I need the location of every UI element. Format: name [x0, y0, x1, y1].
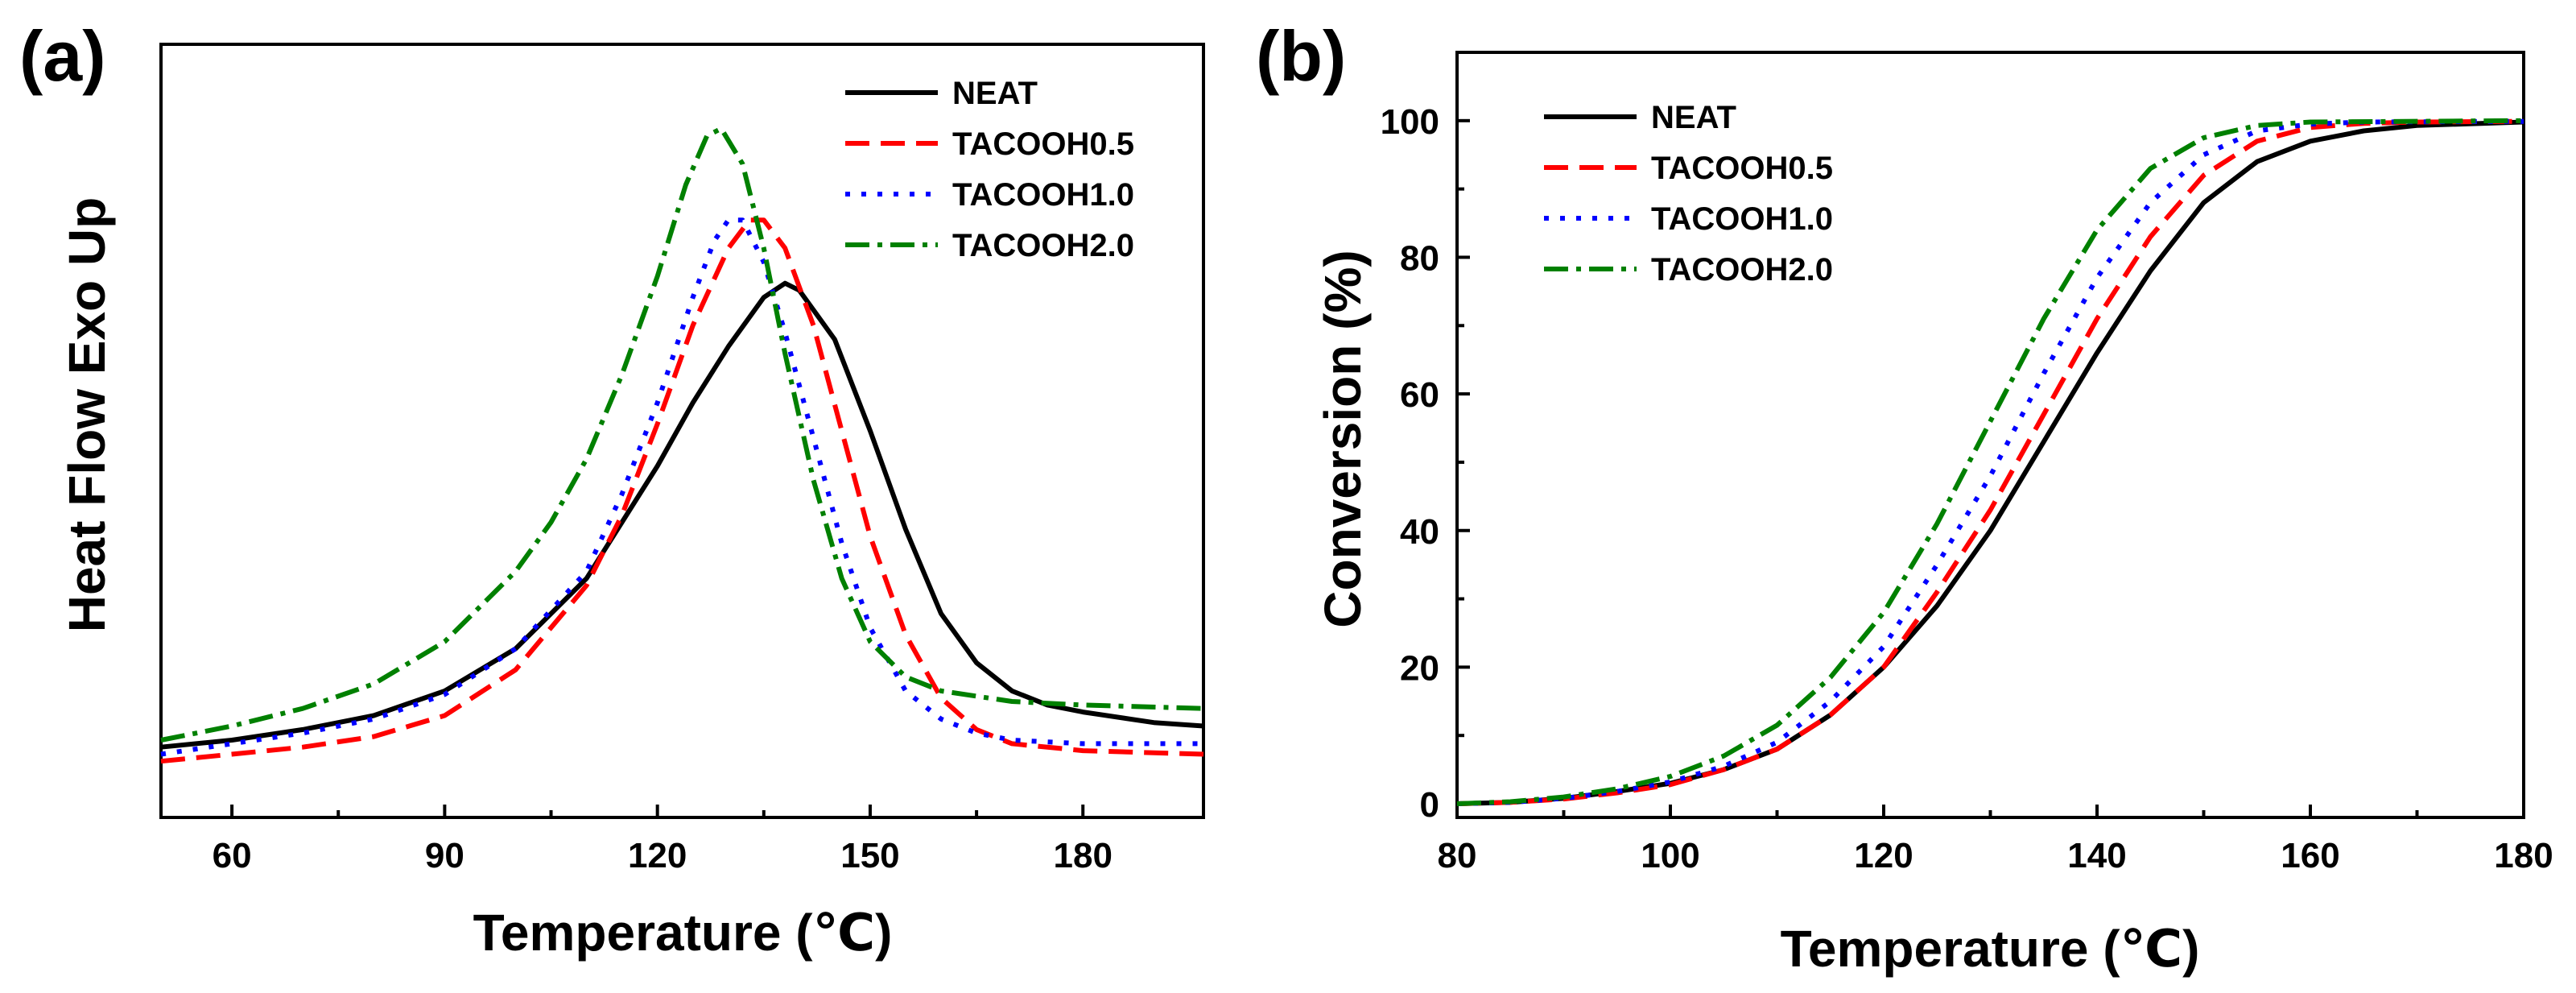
legend-label: TACOOH0.5 — [952, 126, 1134, 162]
series-line-neat — [1456, 119, 2524, 806]
series-line-tacooh0-5 — [1456, 118, 2524, 806]
panel-a-y-axis-title: Heat Flow Exo Up — [58, 197, 116, 633]
x-tick-label: 180 — [1054, 836, 1113, 875]
x-tick-label: 180 — [2494, 836, 2553, 875]
series-line-tacooh1-0 — [160, 217, 1203, 757]
panel-b-label: (b) — [1256, 16, 1346, 96]
x-tick-label: 160 — [2281, 836, 2339, 875]
x-tick-label: 60 — [213, 836, 252, 875]
series-line-tacooh1-0 — [1456, 118, 2524, 806]
panel-b-x-axis-title: Temperature (℃) — [1781, 920, 2200, 978]
series-line-tacooh0-5 — [160, 217, 1204, 764]
panel-b-ticks: 80 100 120 140 160 180 0 20 40 60 80 100 — [1381, 102, 2553, 875]
panel-b: (b) 80 100 120 140 160 180 0 20 40 60 80 100 Conver… — [1256, 16, 2553, 978]
x-tick-label: 140 — [2067, 836, 2126, 875]
panel-a: (a) 60 90 120 150 180 Heat Flow Exo Up Tempe… — [19, 16, 1205, 962]
legend-label: TACOOH2.0 — [1651, 252, 1833, 288]
panel-a-x-ticks: 60 90 120 150 180 — [213, 805, 1113, 875]
x-tick-label: 90 — [425, 836, 464, 875]
panel-b-y-axis-title: Conversion (%) — [1314, 250, 1372, 627]
x-tick-label: 120 — [1854, 836, 1913, 875]
series-line-neat — [160, 280, 1204, 750]
x-tick-label: 100 — [1641, 836, 1699, 875]
legend-label: NEAT — [1651, 100, 1736, 135]
y-tick-label: 100 — [1381, 102, 1439, 142]
panel-b-legend: NEAT TACOOH0.5 TACOOH1.0 TACOOH2.0 — [1544, 100, 1833, 288]
panel-a-label: (a) — [19, 16, 106, 96]
x-tick-label: 150 — [840, 836, 899, 875]
legend-label: TACOOH1.0 — [952, 177, 1134, 213]
x-tick-label: 80 — [1438, 836, 1477, 875]
legend-label: NEAT — [952, 76, 1038, 111]
y-tick-label: 40 — [1400, 512, 1439, 552]
y-tick-label: 0 — [1420, 785, 1439, 825]
x-tick-label: 120 — [628, 836, 687, 875]
panel-b-series — [1456, 118, 2524, 806]
panel-a-x-axis-title: Temperature (℃) — [473, 904, 893, 962]
panel-a-plot-frame — [159, 43, 1205, 819]
y-tick-label: 60 — [1400, 375, 1439, 415]
panel-a-legend: NEAT TACOOH0.5 TACOOH1.0 TACOOH2.0 — [845, 76, 1134, 263]
y-tick-label: 80 — [1400, 238, 1439, 278]
series-line-tacooh2-0 — [1456, 118, 2524, 806]
legend-label: TACOOH2.0 — [952, 228, 1134, 263]
legend-label: TACOOH0.5 — [1651, 151, 1833, 186]
panel-a-series — [160, 126, 1204, 764]
series-line-tacooh2-0 — [160, 126, 1204, 743]
y-tick-label: 20 — [1400, 648, 1439, 688]
legend-label: TACOOH1.0 — [1651, 201, 1833, 237]
